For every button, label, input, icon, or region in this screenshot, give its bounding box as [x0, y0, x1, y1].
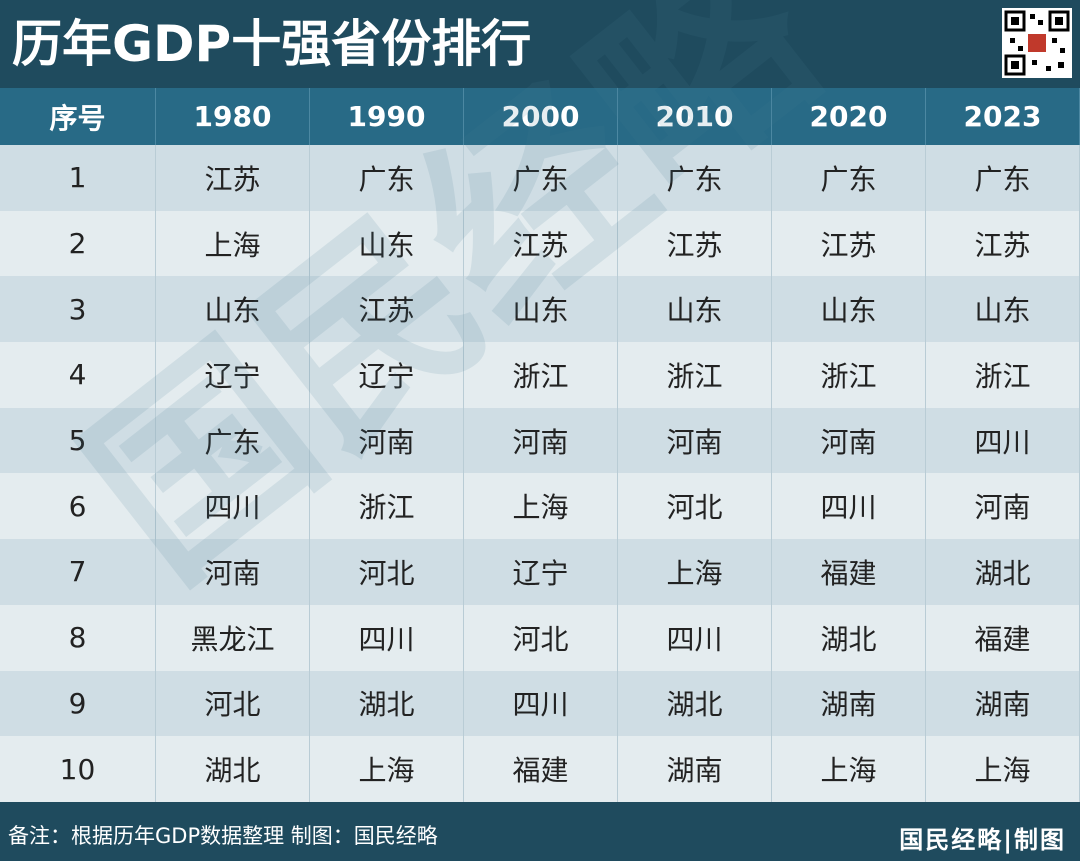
province-cell: 湖南 [772, 670, 926, 737]
province-cell: 湖北 [618, 670, 772, 737]
province-cell: 江苏 [310, 276, 464, 343]
province-cell: 河北 [156, 670, 310, 737]
province-cell: 四川 [464, 670, 618, 737]
province-cell: 辽宁 [310, 342, 464, 408]
province-cell: 广东 [772, 145, 926, 211]
province-cell: 上海 [156, 210, 310, 277]
province-cell: 湖南 [926, 670, 1080, 737]
province-cell: 山东 [156, 276, 310, 343]
province-cell: 黑龙江 [156, 604, 310, 671]
rank-cell: 8 [0, 604, 156, 671]
header-cell: 2023 [926, 88, 1080, 145]
province-cell: 福建 [772, 539, 926, 605]
province-cell: 上海 [772, 736, 926, 802]
table-row: 1 江苏 广东 广东 广东 广东 广东 [0, 145, 1080, 211]
footer-note: 备注：根据历年GDP数据整理 制图：国民经略 [8, 824, 438, 848]
province-cell: 江苏 [156, 145, 310, 211]
province-cell: 山东 [464, 276, 618, 343]
province-cell: 广东 [926, 145, 1080, 211]
table-row: 8 黑龙江 四川 河北 四川 湖北 福建 [0, 604, 1080, 671]
province-cell: 四川 [156, 473, 310, 540]
table-row: 6 四川 浙江 上海 河北 四川 河南 [0, 473, 1080, 540]
rank-cell: 9 [0, 670, 156, 737]
title-bar: 历年GDP十强省份排行 [0, 0, 1080, 88]
province-cell: 四川 [310, 604, 464, 671]
province-cell: 河北 [310, 539, 464, 605]
province-cell: 湖北 [310, 670, 464, 737]
table-row: 3 山东 江苏 山东 山东 山东 山东 [0, 276, 1080, 343]
province-cell: 四川 [618, 604, 772, 671]
province-cell: 湖南 [618, 736, 772, 802]
province-cell: 山东 [310, 210, 464, 277]
province-cell: 河南 [310, 407, 464, 474]
footer: 备注：根据历年GDP数据整理 制图：国民经略 国民经略|制图 [0, 802, 1080, 861]
province-cell: 辽宁 [464, 539, 618, 605]
province-cell: 辽宁 [156, 342, 310, 408]
table-row: 4 辽宁 辽宁 浙江 浙江 浙江 浙江 [0, 342, 1080, 408]
header-cell: 1990 [310, 88, 464, 145]
province-cell: 江苏 [926, 210, 1080, 277]
province-cell: 浙江 [310, 473, 464, 540]
province-cell: 河南 [772, 407, 926, 474]
province-cell: 广东 [156, 407, 310, 474]
province-cell: 浙江 [926, 342, 1080, 408]
province-cell: 上海 [618, 539, 772, 605]
rank-cell: 7 [0, 539, 156, 605]
footer-brand: 国民经略|制图 [899, 826, 1066, 854]
province-cell: 湖北 [926, 539, 1080, 605]
province-cell: 上海 [310, 736, 464, 802]
province-cell: 上海 [464, 473, 618, 540]
province-cell: 河南 [618, 407, 772, 474]
title: 历年GDP十强省份排行 [12, 15, 532, 73]
header-cell: 2020 [772, 88, 926, 145]
header-cell: 1980 [156, 88, 310, 145]
header-row: 序号 1980 1990 2000 2010 2020 2023 [0, 88, 1080, 145]
rank-cell: 1 [0, 145, 156, 211]
rank-cell: 2 [0, 210, 156, 277]
rank-cell: 5 [0, 407, 156, 474]
rank-cell: 6 [0, 473, 156, 540]
province-cell: 河南 [156, 539, 310, 605]
province-cell: 山东 [772, 276, 926, 343]
province-cell: 四川 [772, 473, 926, 540]
header-cell: 2010 [618, 88, 772, 145]
province-cell: 山东 [618, 276, 772, 343]
province-cell: 浙江 [772, 342, 926, 408]
province-cell: 上海 [926, 736, 1080, 802]
table-row: 9 河北 湖北 四川 湖北 湖南 湖南 [0, 670, 1080, 737]
header-cell: 序号 [0, 88, 156, 145]
ranking-table: 序号 1980 1990 2000 2010 2020 2023 1 江苏 广东 广东 广东 广东 广东 2… [0, 88, 1080, 802]
qr-code [1002, 8, 1072, 78]
rank-cell: 4 [0, 342, 156, 408]
province-cell: 浙江 [464, 342, 618, 408]
province-cell: 河南 [464, 407, 618, 474]
rank-cell: 10 [0, 736, 156, 802]
province-cell: 广东 [310, 145, 464, 211]
province-cell: 江苏 [464, 210, 618, 277]
province-cell: 四川 [926, 407, 1080, 474]
province-cell: 福建 [926, 604, 1080, 671]
province-cell: 江苏 [772, 210, 926, 277]
province-cell: 江苏 [618, 210, 772, 277]
table-row: 10 湖北 上海 福建 湖南 上海 上海 [0, 736, 1080, 802]
table-row: 2 上海 山东 江苏 江苏 江苏 江苏 [0, 210, 1080, 277]
table-row: 5 广东 河南 河南 河南 河南 四川 [0, 407, 1080, 474]
province-cell: 山东 [926, 276, 1080, 343]
province-cell: 湖北 [156, 736, 310, 802]
header-cell: 2000 [464, 88, 618, 145]
province-cell: 广东 [464, 145, 618, 211]
province-cell: 福建 [464, 736, 618, 802]
province-cell: 广东 [618, 145, 772, 211]
province-cell: 湖北 [772, 604, 926, 671]
province-cell: 浙江 [618, 342, 772, 408]
table-row: 7 河南 河北 辽宁 上海 福建 湖北 [0, 539, 1080, 605]
rank-cell: 3 [0, 276, 156, 343]
province-cell: 河南 [926, 473, 1080, 540]
province-cell: 河北 [618, 473, 772, 540]
province-cell: 河北 [464, 604, 618, 671]
